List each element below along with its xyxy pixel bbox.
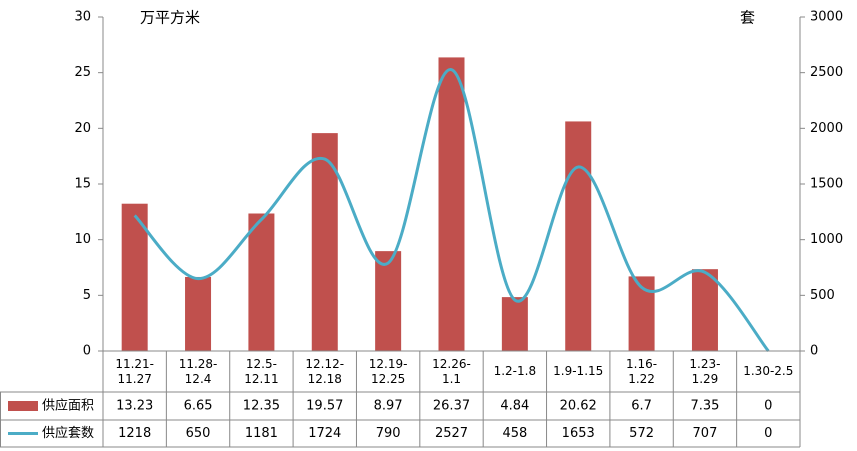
bar [375,251,402,351]
x-tick-label: 12.12-12.18 [305,356,345,386]
bar [185,276,212,351]
table-value: 19.57 [306,399,343,414]
bar [501,297,528,351]
table-value: 6.7 [631,399,652,414]
table-value: 572 [629,426,654,441]
table-value: 707 [693,426,718,441]
x-tick-label: 1.23-1.29 [689,356,721,386]
y2-tick-label: 1000 [810,232,843,247]
y2-tick-label: 3000 [810,10,843,25]
table-value: 1218 [118,426,151,441]
x-tick-label: 12.19-12.25 [368,356,408,386]
bar [248,213,275,351]
table-value: 7.35 [690,399,719,414]
table-value: 6.65 [184,399,213,414]
bar [691,269,718,351]
bar [438,57,465,351]
y-tick-label: 25 [74,65,91,80]
y2-tick-label: 2000 [810,121,843,136]
x-tick-label: 12.5-12.11 [244,356,279,386]
table-value: 0 [764,399,772,414]
table-value: 650 [186,426,211,441]
x-tick-label: 11.28-12.4 [178,356,218,386]
y-tick-label: 20 [74,121,91,136]
bar [565,121,592,351]
x-tick-label: 12.26-1.1 [432,356,471,386]
x-tick-label: 1.2-1.8 [493,364,537,378]
x-tick-label: 1.9-1.15 [553,364,604,378]
table-value: 1653 [562,426,595,441]
y-tick-label: 0 [83,344,91,359]
table-value: 13.23 [116,399,153,414]
legend-label: 供应面积 [42,398,94,414]
x-tick-label: 11.21-11.27 [115,356,155,386]
y2-tick-label: 0 [810,344,818,359]
y2-tick-label: 500 [810,288,835,303]
legend-label: 供应套数 [42,425,94,441]
table-value: 4.84 [500,399,529,414]
y-tick-label: 5 [83,288,91,303]
line [133,68,770,352]
table-value: 0 [764,426,772,441]
table-value: 458 [502,426,527,441]
y-tick-label: 30 [74,10,91,25]
table-value: 1724 [308,426,341,441]
x-tick-label: 1.30-2.5 [743,364,794,378]
y2-tick-label: 2500 [810,65,843,80]
table-value: 2527 [435,426,468,441]
table-value: 8.97 [374,399,403,414]
table-value: 20.62 [560,399,597,414]
table-value: 1181 [245,426,278,441]
y2-tick-label: 1500 [810,177,843,192]
x-tick-label: 1.16-1.22 [626,356,658,386]
legend-swatch [8,401,38,411]
y-unit: 万平方米 [140,9,200,27]
table-value: 26.37 [433,399,470,414]
y-tick-label: 15 [74,177,91,192]
y2-unit: 套 [740,9,755,27]
table-value: 790 [376,426,401,441]
table-value: 12.35 [243,399,280,414]
y-tick-label: 10 [74,232,91,247]
